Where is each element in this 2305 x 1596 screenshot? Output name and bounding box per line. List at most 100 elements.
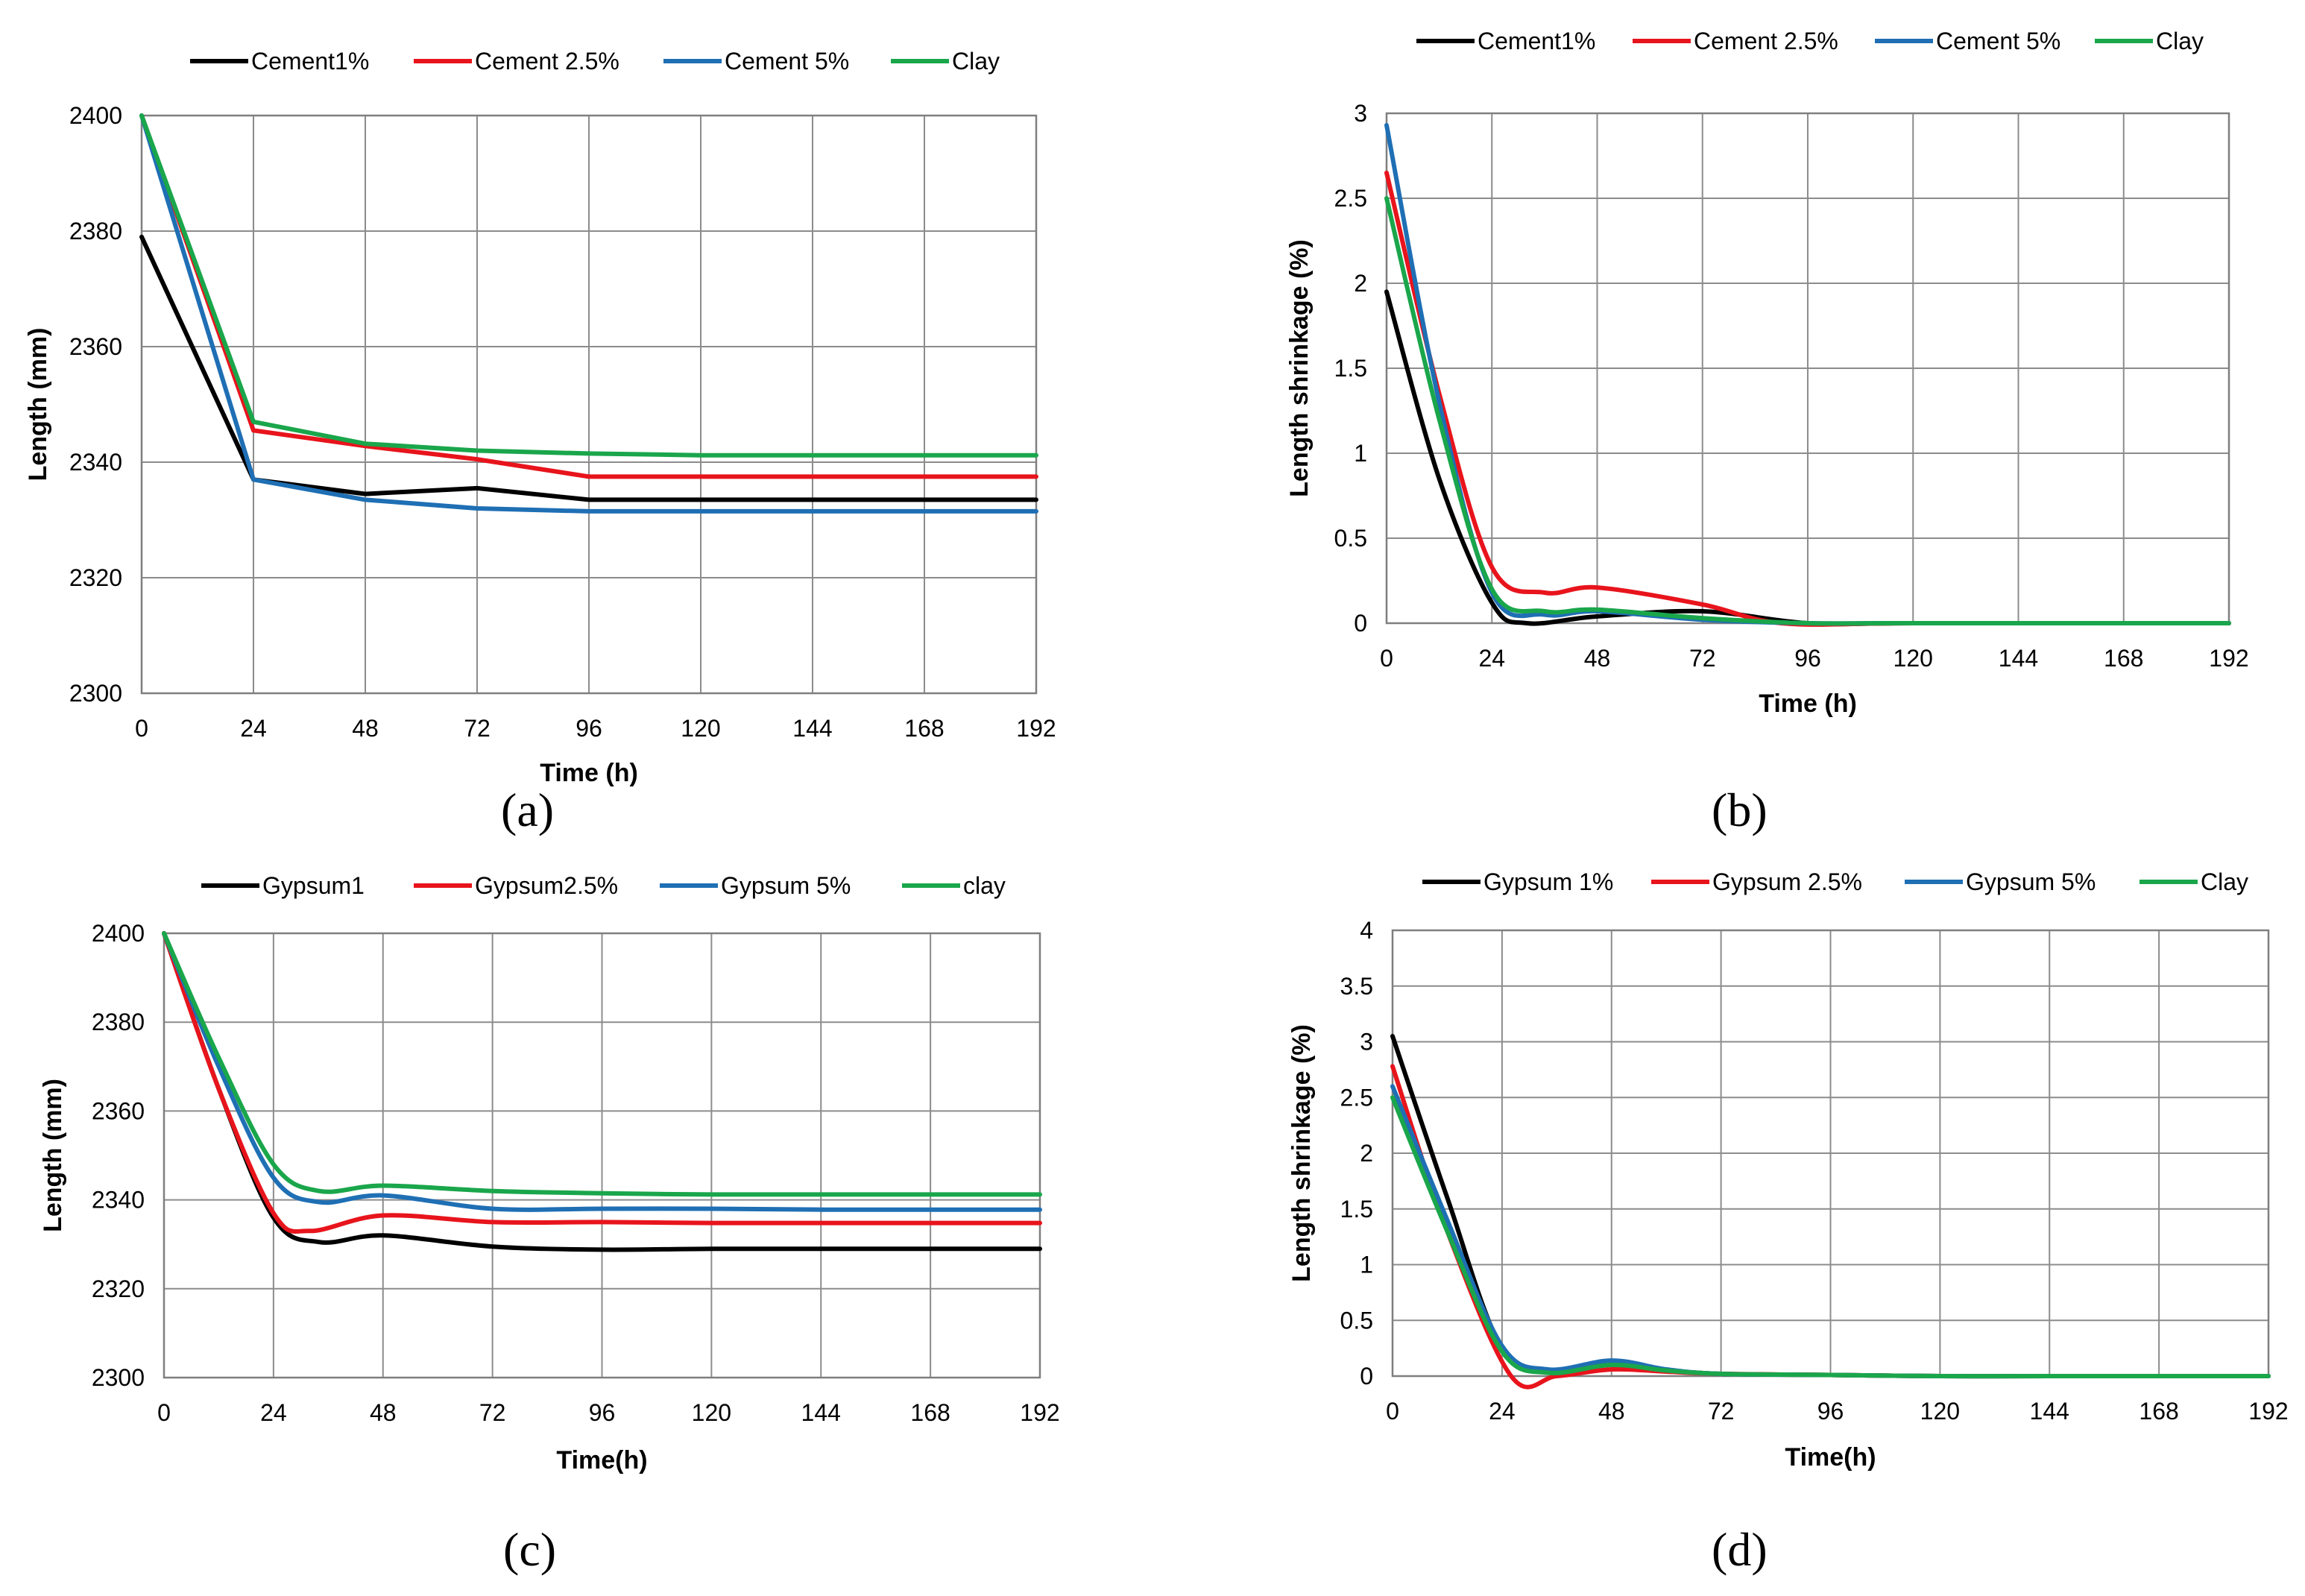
y-tick-label: 0.5 <box>1340 1307 1373 1334</box>
y-tick-label: 0 <box>1360 1363 1373 1390</box>
x-tick-label: 168 <box>2104 645 2143 672</box>
series-line-gypsum2-5- <box>162 931 1042 1234</box>
legend-label: Cement 2.5% <box>475 48 619 75</box>
x-tick-label: 144 <box>2030 1398 2069 1425</box>
x-tick-label: 24 <box>1478 645 1505 672</box>
legend-label: Gypsum 1% <box>1483 868 1613 895</box>
legend-label: clay <box>963 872 1006 899</box>
plot-frame <box>163 932 1041 1379</box>
y-tick-label: 2.5 <box>1334 185 1367 212</box>
x-tick-label: 0 <box>1380 645 1393 672</box>
legend-label: Gypsum 5% <box>721 872 851 899</box>
y-tick-label: 2320 <box>92 1275 145 1302</box>
series-line-clay <box>1390 1095 2271 1379</box>
x-tick-label: 0 <box>1386 1398 1399 1425</box>
y-tick-label: 0 <box>1354 610 1367 637</box>
y-tick-label: 1 <box>1360 1252 1373 1278</box>
x-tick-label: 24 <box>260 1399 287 1426</box>
y-tick-label: 2 <box>1354 270 1367 297</box>
y-tick-label: 4 <box>1360 917 1373 944</box>
legend-label: Gypsum 2.5% <box>1712 868 1862 895</box>
series-line-gypsum-5- <box>162 931 1042 1212</box>
x-tick-label: 48 <box>370 1399 397 1426</box>
x-tick-label: 24 <box>240 715 267 742</box>
x-tick-label: 96 <box>1817 1398 1844 1425</box>
y-tick-label: 2380 <box>69 218 122 245</box>
legend-label: Clay <box>2156 28 2204 54</box>
legend-label: Gypsum1 <box>262 872 365 899</box>
y-axis-label: Length (mm) <box>24 328 52 482</box>
legend-label: Gypsum2.5% <box>475 872 618 899</box>
x-tick-label: 24 <box>1489 1398 1516 1425</box>
x-tick-label: 192 <box>2209 645 2248 672</box>
x-tick-label: 120 <box>692 1399 731 1426</box>
x-axis-label: Time(h) <box>556 1446 647 1474</box>
x-tick-label: 120 <box>1893 645 1933 672</box>
x-tick-label: 48 <box>1584 645 1611 672</box>
x-tick-label: 72 <box>1689 645 1716 672</box>
x-tick-label: 168 <box>2139 1398 2178 1425</box>
x-tick-label: 96 <box>1794 645 1821 672</box>
y-axis-label: Length (mm) <box>39 1079 67 1232</box>
legend-label: Cement 2.5% <box>1694 28 1838 54</box>
y-tick-label: 1.5 <box>1340 1196 1373 1223</box>
legend-label: Gypsum 5% <box>1966 868 2096 895</box>
y-tick-label: 3 <box>1354 100 1367 127</box>
y-tick-label: 2.5 <box>1340 1084 1373 1111</box>
panel-label-b: (b) <box>1712 783 1768 836</box>
y-axis-label: Length shrinkage (%) <box>1285 239 1314 497</box>
legend-label: Clay <box>952 48 1000 75</box>
legend-label: Clay <box>2201 868 2248 895</box>
y-tick-label: 2400 <box>92 920 145 947</box>
x-tick-label: 192 <box>1016 715 1056 742</box>
y-tick-label: 1.5 <box>1334 355 1367 382</box>
x-tick-label: 72 <box>479 1399 506 1426</box>
legend-label: Cement 5% <box>725 48 849 75</box>
x-tick-label: 96 <box>576 715 602 742</box>
x-tick-label: 0 <box>157 1399 171 1426</box>
x-tick-label: 168 <box>910 1399 950 1426</box>
y-tick-label: 3 <box>1360 1029 1373 1056</box>
y-tick-label: 2 <box>1360 1140 1373 1167</box>
y-tick-label: 2380 <box>92 1009 145 1035</box>
series-line-clay <box>1384 196 2231 626</box>
x-tick-label: 144 <box>1999 645 2038 672</box>
legend-label: Cement1% <box>1478 28 1595 54</box>
series-line-cement-5- <box>139 113 1038 514</box>
y-tick-label: 3.5 <box>1340 973 1373 1000</box>
panel-label-c: (c) <box>503 1523 557 1576</box>
panel-label-a: (a) <box>501 783 555 836</box>
series-line-clay <box>139 113 1038 458</box>
y-tick-label: 2400 <box>69 102 122 129</box>
x-tick-label: 72 <box>1708 1398 1735 1425</box>
x-tick-label: 72 <box>464 715 491 742</box>
panel-label-d: (d) <box>1712 1523 1768 1576</box>
y-tick-label: 2360 <box>69 333 122 360</box>
y-tick-label: 2320 <box>69 564 122 591</box>
series-line-cement-2-5- <box>139 113 1038 479</box>
y-tick-label: 0.5 <box>1334 525 1367 552</box>
y-tick-label: 2340 <box>69 449 122 476</box>
x-tick-label: 120 <box>1920 1398 1960 1425</box>
y-tick-label: 2300 <box>69 680 122 707</box>
x-tick-label: 48 <box>352 715 379 742</box>
y-axis-label: Length shrinkage (%) <box>1287 1024 1316 1282</box>
x-tick-label: 168 <box>904 715 944 742</box>
plot-frame <box>140 114 1038 695</box>
legend-label: Cement 5% <box>1936 28 2060 54</box>
x-tick-label: 192 <box>2248 1398 2288 1425</box>
x-axis-label: Time (h) <box>540 759 638 787</box>
x-tick-label: 144 <box>801 1399 841 1426</box>
y-tick-label: 2340 <box>92 1187 145 1214</box>
x-axis-label: Time (h) <box>1759 690 1857 718</box>
x-axis-label: Time(h) <box>1785 1443 1876 1472</box>
series-line-clay <box>162 931 1042 1197</box>
x-tick-label: 96 <box>589 1399 616 1426</box>
x-tick-label: 192 <box>1020 1399 1059 1426</box>
x-tick-label: 120 <box>681 715 720 742</box>
x-tick-label: 0 <box>135 715 148 742</box>
